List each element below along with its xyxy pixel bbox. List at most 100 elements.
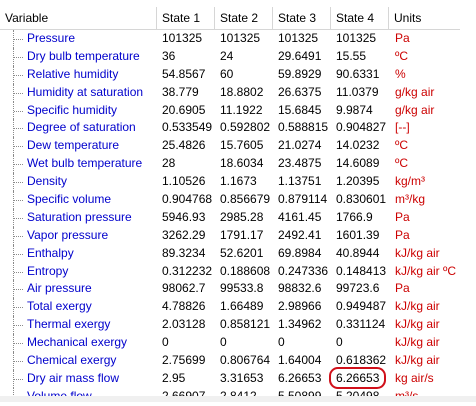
table-row[interactable]: Total exergy 4.78826 1.66489 2.98966 0.94948…: [0, 298, 476, 317]
variable-label: Dew temperature: [27, 138, 120, 153]
variable-name: Relative humidity: [0, 65, 157, 84]
table-row[interactable]: Air pressure 98062.7 99533.8 98832.6 99723.6…: [0, 280, 476, 299]
variable-name: Specific humidity: [0, 101, 157, 120]
variable-name: Vapor pressure: [0, 226, 157, 245]
state-4-value: 15.55: [336, 48, 367, 63]
table-row[interactable]: Saturation pressure 5946.93 2985.28 4161.45…: [0, 208, 476, 227]
state-4-value: 0.148413: [336, 263, 387, 278]
state-3-value: 1.34962: [278, 317, 322, 332]
variable-name: Wet bulb temperature: [0, 155, 157, 174]
state-3-value: 2492.41: [278, 227, 322, 242]
state-3-value: 2.98966: [278, 299, 322, 314]
state-4-value: 0: [336, 335, 343, 350]
tree-line: [13, 387, 14, 397]
table-row[interactable]: Relative humidity 54.8567 60 59.8929 90.6331…: [0, 65, 476, 84]
tree-connector: [14, 361, 23, 363]
table-row[interactable]: Entropy 0.312232 0.188608 0.247336 0.148413 k…: [0, 262, 476, 281]
variable-name: Density: [0, 173, 157, 192]
table-row[interactable]: Humidity at saturation 38.779 18.8802 26.63…: [0, 83, 476, 102]
state-4-value: 14.0232: [336, 138, 380, 153]
unit-label: ºC: [395, 156, 409, 171]
state-1-value: 101325: [162, 31, 203, 45]
variable-name: Chemical exergy: [0, 352, 157, 370]
variable-label: Dry air mass flow: [27, 370, 120, 385]
unit-label: %: [395, 66, 406, 81]
state-4-value: 90.6331: [336, 66, 380, 81]
variable-name: Specific volume: [0, 191, 157, 209]
state-4-value: 9.9874: [336, 102, 373, 117]
table-row[interactable]: Mechanical exergy 0 0 0 0 kJ/kg air: [0, 334, 476, 353]
horizontal-scrollbar[interactable]: [0, 396, 476, 402]
variable-label: Vapor pressure: [27, 227, 109, 242]
state-4-value: 40.8944: [336, 245, 380, 260]
table-row[interactable]: Degree of saturation 0.533549 0.592802 0.58…: [0, 119, 476, 138]
variable-name: Thermal exergy: [0, 316, 157, 335]
table-row[interactable]: Pressure 101325 101325 101325 101325 Pa: [0, 30, 476, 48]
state-2-value: 0.856679: [220, 192, 271, 207]
tree-connector: [14, 217, 23, 219]
state-3-value: 0.879114: [278, 192, 328, 207]
unit-label: g/kg air: [395, 84, 435, 99]
tree-connector: [14, 325, 23, 327]
unit-label: g/kg air: [395, 102, 435, 117]
unit-label: Pa: [395, 281, 410, 296]
tree-line: [13, 352, 14, 370]
state-3-value: 23.4875: [278, 156, 322, 171]
table-row[interactable]: Thermal exergy 2.03128 0.858121 1.34962 0.33…: [0, 316, 476, 335]
state-2-value: 24: [220, 48, 234, 63]
table-row[interactable]: Dry bulb temperature 36 24 29.6491 15.55 ºC: [0, 47, 476, 66]
variable-name: Enthalpy: [0, 244, 157, 263]
tree-line: [13, 244, 14, 263]
table-row[interactable]: Enthalpy 89.3234 52.6201 69.8984 40.8944 kJ/k…: [0, 244, 476, 263]
tree-line: [13, 369, 14, 388]
variable-label: Wet bulb temperature: [27, 156, 143, 171]
table-row[interactable]: Specific volume 0.904768 0.856679 0.879114 0…: [0, 191, 476, 209]
tree-line: [13, 101, 14, 120]
variable-label: Mechanical exergy: [27, 335, 128, 350]
state-2-value: 101325: [220, 31, 261, 45]
state-2-value: 0.806764: [220, 353, 271, 368]
table-row[interactable]: Vapor pressure 3262.29 1791.17 2492.41 1601.…: [0, 226, 476, 245]
table-row[interactable]: Dew temperature 25.4826 15.7605 21.0274 14.0…: [0, 137, 476, 156]
variable-name: Air pressure: [0, 280, 157, 299]
header-variable[interactable]: Variable: [0, 7, 157, 29]
table-row[interactable]: Chemical exergy 2.75699 0.806764 1.64004 0.6…: [0, 352, 476, 370]
state-1-value: 28: [162, 156, 176, 171]
variable-label: Chemical exergy: [27, 353, 117, 368]
state-1-value: 0.904768: [162, 192, 213, 207]
unit-label: [--]: [395, 120, 410, 135]
tree-line: [13, 191, 14, 209]
variable-label: Relative humidity: [27, 66, 119, 81]
state-3-value: 98832.6: [278, 281, 322, 296]
state-1-value: 5946.93: [162, 209, 206, 224]
variable-label: Total exergy: [27, 299, 92, 314]
header-state-3[interactable]: State 3: [273, 7, 331, 29]
unit-label: ºC: [395, 138, 409, 153]
state-1-value: 54.8567: [162, 66, 206, 81]
variable-name: Total exergy: [0, 298, 157, 317]
state-2-value: 0.592802: [220, 120, 271, 135]
state-1-value: 4.78826: [162, 299, 206, 314]
tree-line: [13, 262, 14, 281]
table-row[interactable]: Density 1.10526 1.1673 1.13751 1.20395 kg/m³: [0, 173, 476, 192]
unit-label: ºC: [395, 48, 409, 63]
header-state-2[interactable]: State 2: [215, 7, 273, 29]
unit-label: kJ/kg air: [395, 299, 440, 314]
state-2-value: 1791.17: [220, 227, 264, 242]
table-row[interactable]: Dry air mass flow 2.95 3.31653 6.26653 6.266…: [0, 369, 476, 388]
table-header: Variable State 1 State 2 State 3 State 4…: [0, 7, 460, 30]
unit-label: kJ/kg air: [395, 353, 440, 368]
table-row[interactable]: Specific humidity 20.6905 11.1922 15.6845 9.…: [0, 101, 476, 120]
header-state-1[interactable]: State 1: [157, 7, 215, 29]
tree-line: [13, 47, 14, 66]
tree-line: [13, 119, 14, 138]
variable-label: Air pressure: [27, 281, 92, 296]
variable-name: Pressure: [0, 30, 157, 48]
header-units[interactable]: Units: [389, 7, 460, 29]
tree-line: [13, 173, 14, 192]
state-2-value: 1.66489: [220, 299, 264, 314]
table-row[interactable]: Wet bulb temperature 28 18.6034 23.4875 14.6…: [0, 155, 476, 174]
state-4-value: 14.6089: [336, 156, 380, 171]
header-state-4[interactable]: State 4: [331, 7, 389, 29]
